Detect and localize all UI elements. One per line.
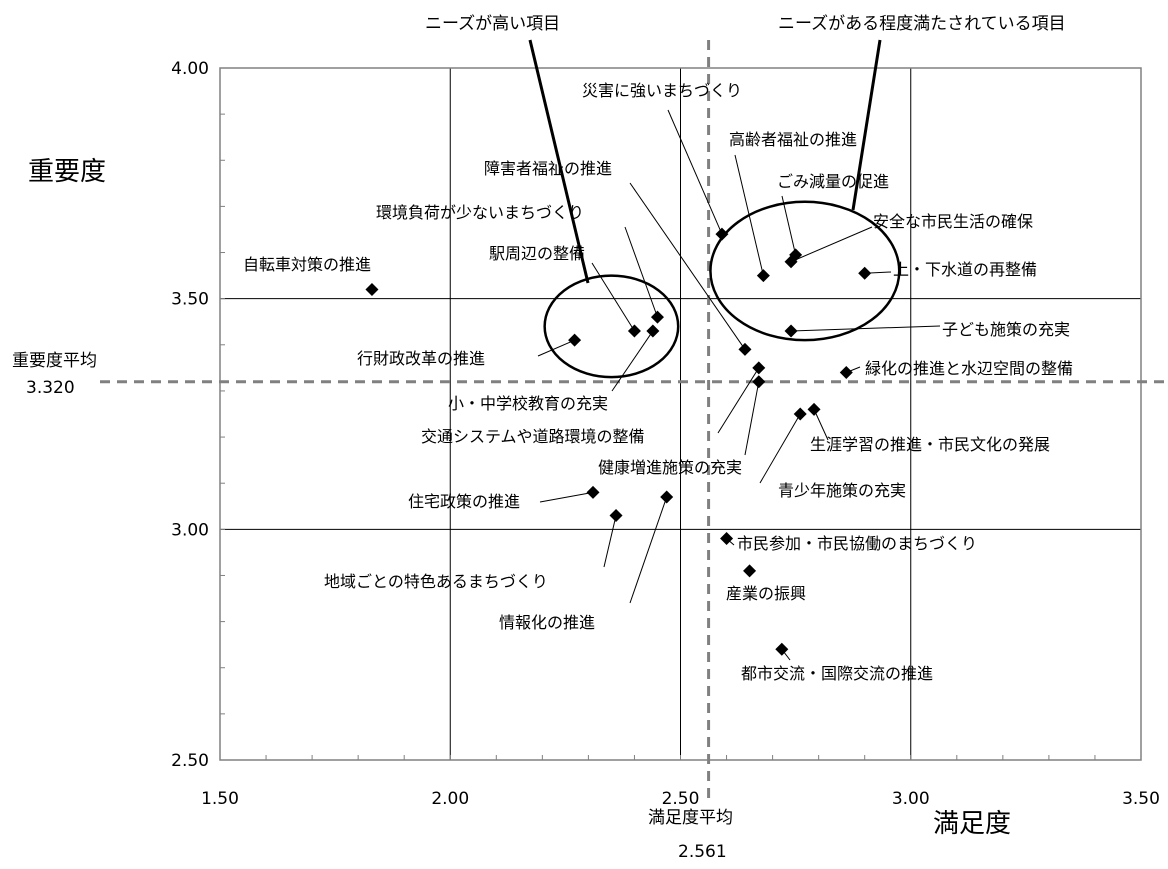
point-label: 青少年施策の充実 [778,481,906,500]
tick-labels: 1.50 2.00 2.50 3.00 3.50 2.50 3.00 3.50 4.00 [171,59,1160,809]
leader-line [790,226,873,263]
point-label: 都市交流・国際交流の推進 [741,664,933,683]
point-label: 情報化の推進 [499,613,595,632]
data-point [775,642,789,656]
x-tick-label: 2.00 [431,789,469,809]
x-tick-label: 3.50 [1122,789,1160,809]
point-label: 住宅政策の推進 [408,492,520,511]
data-point [660,490,674,504]
point-label: 市民参加・市民協働のまちづくり [737,534,977,553]
pointer-high-needs [528,39,590,284]
data-point [807,402,821,416]
data-point [858,266,872,280]
group-ellipses [528,39,901,379]
point-label: 健康増進施策の充実 [598,458,742,477]
y-tick-label: 4.00 [171,59,209,79]
data-point [627,324,641,338]
leader-line [734,154,764,276]
data-point [793,407,807,421]
point-label: 交通システムや道路環境の整備 [421,427,645,446]
data-point [646,324,660,338]
leader-line [759,413,801,484]
point-label: 地域ごとの特色あるまちづくり [324,572,548,591]
data-point [720,532,734,546]
leader-line [629,496,668,604]
point-label: 生涯学習の推進・市民文化の発展 [810,435,1050,454]
point-label: ごみ減量の促進 [777,172,889,191]
point-label: 自転車対策の推進 [243,255,371,274]
leader-line [611,330,654,392]
data-point [752,375,766,389]
y-tick-label: 3.50 [171,290,209,310]
point-label: 緑化の推進と水辺空間の整備 [865,359,1073,378]
group-ellipse-satisfied [709,200,901,342]
point-label: 高齢者福祉の推進 [729,130,857,149]
x-tick-label: 2.50 [662,789,700,809]
label-leaders [537,109,941,661]
data-point [752,361,766,375]
data-point [743,564,757,578]
group-label-satisfied-needs: ニーズがある程度満たされている項目 [778,14,1066,34]
y-axis-title: 重要度 [28,157,106,187]
point-label: 子ども施策の充実 [942,320,1070,339]
plot-frame [219,67,1142,761]
data-point [365,282,379,296]
point-label: 災害に強いまちづくり [582,81,742,100]
data-point [784,255,798,269]
leader-line [591,262,635,332]
leader-line [629,182,746,350]
data-point [839,365,853,379]
x-average-label: 満足度平均 [648,808,733,828]
y-average-label: 重要度平均 [12,351,97,371]
leader-line [813,409,829,441]
pointer-satisfied-needs [851,39,882,211]
data-point [568,333,582,347]
group-label-high-needs: ニーズが高い項目 [425,14,560,34]
x-tick-label: 1.50 [201,789,239,809]
leader-line [603,515,617,568]
leader-line [781,195,797,255]
y-average-value: 3.320 [26,378,75,398]
leader-line [667,109,723,235]
x-axis-title: 満足度 [933,809,1011,839]
x-average-value: 2.561 [678,842,727,862]
data-point [650,310,664,324]
point-label: 駅周辺の整備 [489,244,585,263]
grid-layer [220,68,1141,760]
data-point [609,508,623,522]
data-point [586,485,600,499]
data-point [756,269,770,283]
average-lines [100,40,1168,800]
leader-line [717,367,760,434]
y-tick-label: 2.50 [171,751,209,771]
leader-line [624,226,658,318]
point-label: 環境負荷が少ないまちづくり [376,203,584,222]
point-label: 上・下水道の再整備 [893,260,1037,279]
point-label: 小・中学校教育の充実 [448,394,608,413]
leader-line [744,381,760,456]
point-label: 障害者福祉の推進 [484,159,612,178]
point-label: 産業の振興 [726,584,806,603]
data-point [784,324,798,338]
leader-line [791,325,941,332]
group-ellipse-high-needs [543,274,680,379]
point-label: 行財政改革の推進 [357,349,485,368]
point-label: 安全な市民生活の確保 [873,212,1033,231]
x-tick-label: 3.00 [892,789,930,809]
data-point [738,342,752,356]
data-points [365,227,872,656]
data-point [715,227,729,241]
leader-line [537,339,575,357]
leader-line [539,491,594,503]
y-tick-label: 3.00 [171,520,209,540]
